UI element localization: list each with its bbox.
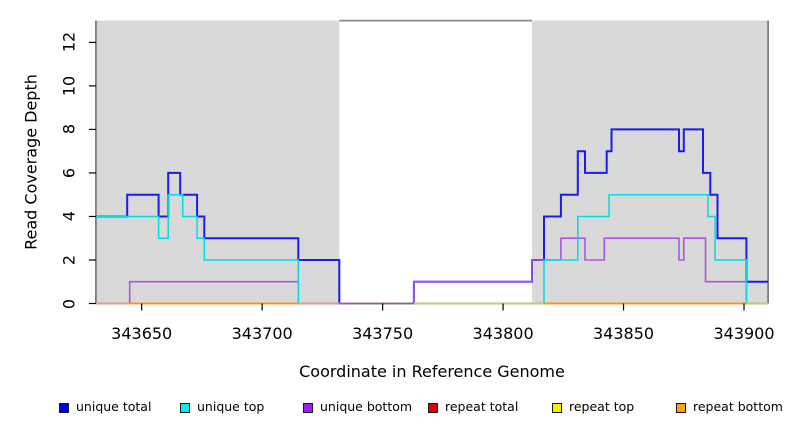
legend-label-unique-total: unique total (76, 399, 152, 414)
shaded-region-0 (95, 20, 340, 304)
legend-label-unique-top: unique top (197, 399, 265, 414)
x-tick-label-343750: 343750 (352, 324, 414, 343)
x-tick-label-343800: 343800 (472, 324, 534, 343)
y-tick-label-0: 0 (59, 298, 79, 309)
legend-label-repeat-bottom: repeat bottom (693, 399, 783, 414)
legend-swatch-unique-top (180, 403, 190, 413)
legend-swatch-repeat-bottom (676, 403, 686, 413)
x-tick-label-343900: 343900 (713, 324, 775, 343)
y-tick-label-8: 8 (59, 124, 79, 135)
legend-label-unique-bottom: unique bottom (320, 399, 413, 414)
plot-legend: unique total unique top unique bottom repea… (0, 398, 792, 420)
y-tick-label-4: 4 (59, 211, 79, 222)
series-unique-total-line (95, 128, 769, 305)
y-tick-label-12: 12 (59, 32, 79, 53)
legend-swatch-unique-total (59, 403, 69, 413)
y-axis-title: Read Coverage Depth (21, 74, 41, 250)
x-tick-label-343650: 343650 (111, 324, 173, 343)
shaded-region-1 (531, 20, 769, 304)
legend-label-repeat-total: repeat total (445, 399, 519, 414)
x-axis-title: Coordinate in Reference Genome (299, 362, 565, 381)
x-tick-label-343700: 343700 (231, 324, 293, 343)
legend-swatch-repeat-total (428, 403, 438, 413)
x-tick-label-343850: 343850 (592, 324, 655, 343)
y-tick-label-2: 2 (59, 254, 79, 266)
legend-label-repeat-top: repeat top (569, 399, 635, 414)
y-tick-label-6: 6 (59, 167, 79, 179)
y-tick-label-10: 10 (59, 75, 79, 97)
legend-swatch-repeat-top (552, 403, 562, 413)
legend-swatch-unique-bottom (303, 403, 313, 413)
